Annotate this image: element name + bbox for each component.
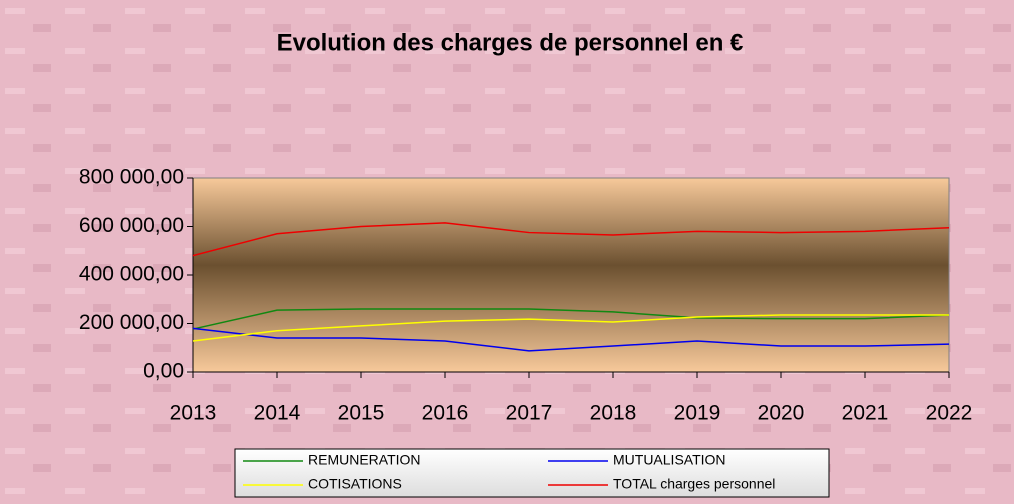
x-tick-label: 2014 (254, 402, 301, 425)
y-tick-label: 800 000,00 (79, 166, 184, 189)
y-tick-label: 400 000,00 (79, 263, 184, 286)
legend-label: MUTUALISATION (613, 452, 726, 468)
series-line (192, 327, 950, 352)
y-tick-label: 600 000,00 (79, 214, 184, 237)
y-tick-label: 0,00 (143, 360, 184, 383)
y-tick-label: 200 000,00 (79, 311, 184, 334)
series-line (192, 314, 949, 342)
x-tick-label: 2020 (758, 402, 805, 425)
x-tick-label: 2021 (842, 402, 889, 425)
x-tick-label: 2018 (590, 402, 637, 425)
legend-box (234, 448, 830, 498)
chart-title: Evolution des charges de personnel en € (277, 29, 744, 56)
plot-area (192, 177, 950, 373)
legend-label: REMUNERATION (308, 452, 421, 468)
legend-label: TOTAL charges personnel (613, 476, 775, 492)
x-tick-label: 2013 (170, 402, 217, 425)
x-tick-label: 2017 (506, 402, 553, 425)
x-tick-label: 2019 (674, 402, 721, 425)
x-tick-label: 2016 (422, 402, 469, 425)
x-tick-label: 2015 (338, 402, 385, 425)
x-tick-label: 2022 (926, 402, 973, 425)
series-line (192, 222, 950, 257)
series-line (192, 308, 950, 330)
legend-label: COTISATIONS (308, 476, 402, 492)
